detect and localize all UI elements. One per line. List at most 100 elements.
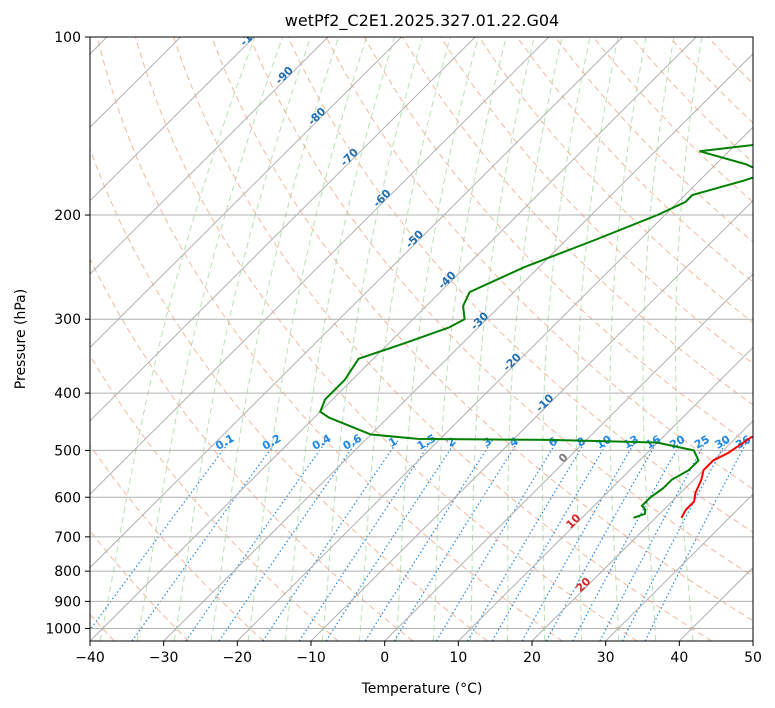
x-tick-label: 40 bbox=[670, 650, 688, 666]
isotherm-label: -80 bbox=[305, 105, 328, 128]
dewpoint-profile bbox=[318, 144, 753, 519]
mixing-ratio-line bbox=[298, 439, 433, 641]
dry-adiabat bbox=[478, 37, 753, 324]
mixing-ratio-label: 25 bbox=[692, 433, 712, 452]
isotherm-line bbox=[678, 566, 753, 641]
isotherm-label: -50 bbox=[403, 227, 426, 250]
isotherm-line bbox=[90, 37, 182, 128]
isotherm-label: -30 bbox=[468, 309, 491, 332]
mixing-ratio-label: 2 bbox=[445, 435, 458, 450]
y-tick-label: 100 bbox=[54, 30, 81, 46]
isotherm-line bbox=[457, 346, 753, 641]
isotherm-line bbox=[90, 37, 476, 422]
isotherm-line bbox=[383, 273, 753, 641]
moist-adiabat bbox=[99, 37, 256, 641]
plot-frame bbox=[89, 36, 754, 642]
mixing-ratio-label: 0.1 bbox=[213, 432, 236, 453]
moist-adiabat bbox=[675, 37, 703, 641]
moist-adiabat bbox=[395, 37, 479, 641]
isotherm-line bbox=[90, 37, 550, 495]
y-tick-label: 700 bbox=[54, 530, 81, 546]
y-tick-label: 200 bbox=[54, 208, 81, 224]
isotherm-line bbox=[236, 126, 753, 641]
y-tick-label: 500 bbox=[54, 443, 81, 459]
mixing-ratio-label: 1.5 bbox=[415, 432, 438, 453]
dry-adiabat bbox=[249, 37, 753, 577]
x-axis-label: Temperature (°C) bbox=[361, 681, 483, 697]
x-tick-label: 20 bbox=[523, 650, 541, 666]
dry-adiabat bbox=[90, 257, 414, 641]
mixing-ratio-label: 0.6 bbox=[341, 432, 365, 453]
moist-adiabat bbox=[576, 37, 619, 641]
mixing-ratio-label: 0.2 bbox=[260, 432, 283, 453]
mixing-ratio-line bbox=[185, 439, 328, 641]
y-axis-label: Pressure (hPa) bbox=[13, 289, 29, 389]
dry-adiabat bbox=[440, 37, 753, 365]
dry-adiabat bbox=[325, 37, 753, 490]
isotherm-label: -100 bbox=[237, 20, 266, 49]
dry-adiabat bbox=[90, 147, 488, 641]
isotherm-line bbox=[90, 37, 329, 275]
isotherm-line bbox=[604, 493, 753, 641]
mixing-ratio-line bbox=[90, 439, 232, 631]
dry-adiabat bbox=[90, 444, 264, 641]
dry-adiabat bbox=[554, 37, 753, 243]
mixing-ratio-line bbox=[131, 439, 278, 641]
mixing-ratio-line bbox=[325, 439, 458, 641]
isotherm-label: -90 bbox=[273, 64, 296, 87]
isotherm-label: 20 bbox=[573, 575, 593, 595]
isotherm-line bbox=[531, 420, 753, 641]
isotherm-line bbox=[90, 37, 255, 202]
isotherm-line bbox=[752, 640, 753, 641]
dry-adiabat bbox=[211, 37, 753, 622]
mixing-ratio-label: 3 bbox=[481, 435, 494, 450]
y-tick-label: 400 bbox=[54, 386, 81, 402]
x-tick-label: 50 bbox=[744, 650, 762, 666]
mixing-ratio-line bbox=[364, 439, 494, 641]
mixing-ratio-line bbox=[572, 439, 683, 641]
isotherm-line bbox=[310, 199, 753, 641]
x-tick-label: −30 bbox=[149, 650, 179, 666]
moist-adiabat bbox=[321, 37, 423, 641]
dry-adiabat bbox=[516, 37, 753, 283]
x-tick-label: 10 bbox=[449, 650, 467, 666]
moist-adiabat bbox=[470, 37, 535, 641]
x-tick-label: −20 bbox=[223, 650, 253, 666]
mixing-ratio-line bbox=[435, 439, 559, 641]
isotherm-line bbox=[90, 37, 403, 349]
isotherm-line bbox=[162, 53, 753, 641]
isotherm-label: 10 bbox=[563, 511, 583, 531]
dry-adiabat bbox=[173, 37, 712, 641]
isotherm-label: -10 bbox=[533, 391, 556, 414]
mixing-ratio-label: 4 bbox=[507, 434, 520, 449]
moist-adiabat bbox=[247, 37, 367, 641]
moist-adiabat bbox=[542, 37, 591, 641]
isotherm-line bbox=[90, 37, 624, 569]
moist-adiabat bbox=[173, 37, 312, 641]
plot-area: -100-90-80-70-60-50-40-30-20-10010203040… bbox=[0, 10, 762, 666]
isotherm-label: -60 bbox=[370, 186, 393, 209]
mixing-ratio-label: 6 bbox=[546, 434, 559, 449]
isotherm-label: 30 bbox=[583, 638, 603, 658]
isotherm-line bbox=[0, 10, 60, 653]
y-tick-label: 800 bbox=[54, 564, 81, 580]
x-tick-label: 30 bbox=[597, 650, 615, 666]
mixing-ratio-label: 30 bbox=[713, 433, 733, 452]
mixing-ratio-line bbox=[466, 439, 587, 641]
y-tick-label: 300 bbox=[54, 312, 81, 328]
isotherm-label: -70 bbox=[338, 146, 361, 169]
mixing-ratio-line bbox=[218, 439, 359, 641]
y-tick-label: 600 bbox=[54, 490, 81, 506]
y-tick-label: 900 bbox=[54, 594, 81, 610]
x-tick-label: −40 bbox=[75, 650, 105, 666]
x-tick-label: −10 bbox=[296, 650, 326, 666]
profiles bbox=[318, 144, 753, 519]
dry-adiabat bbox=[707, 37, 753, 85]
dry-adiabat bbox=[96, 37, 563, 641]
mixing-ratio-line bbox=[262, 439, 399, 641]
dry-adiabat bbox=[287, 37, 753, 533]
mixing-ratio-line bbox=[521, 439, 637, 641]
mixing-ratio-line bbox=[644, 439, 749, 641]
moist-adiabat bbox=[136, 37, 284, 641]
